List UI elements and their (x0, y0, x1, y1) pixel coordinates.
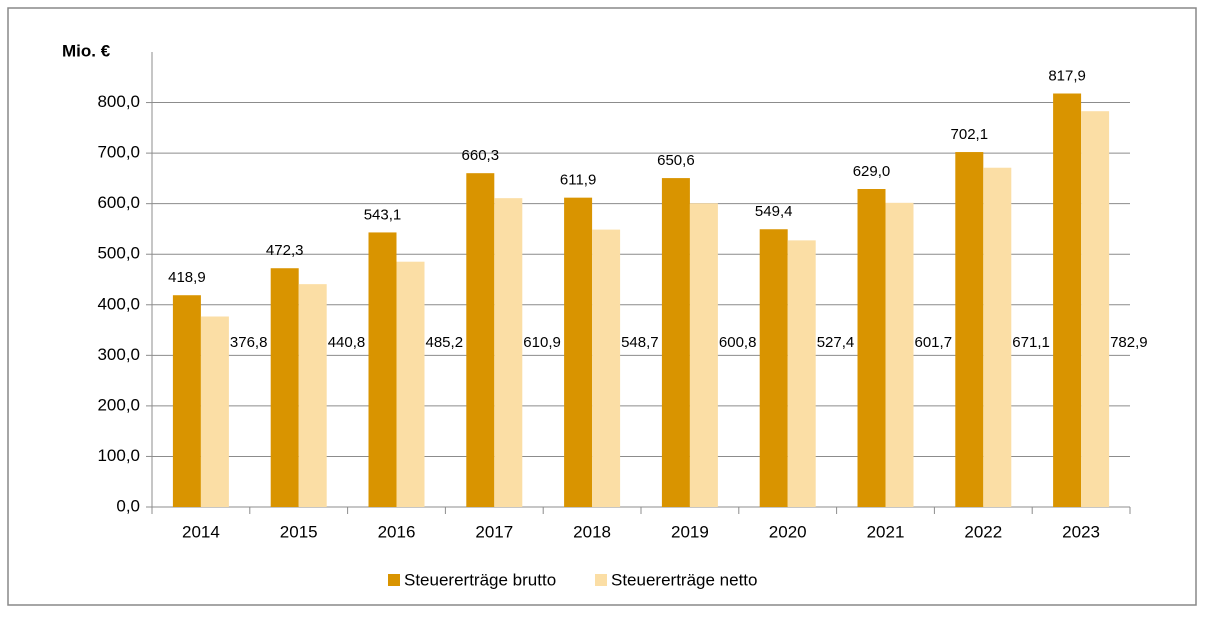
bar (466, 173, 495, 507)
bar (885, 202, 914, 507)
bar (787, 240, 816, 507)
value-label: 702,1 (951, 126, 989, 143)
bar (200, 316, 229, 507)
bar (661, 178, 690, 507)
value-label: 629,0 (853, 163, 891, 180)
value-label: 440,8 (328, 334, 366, 351)
bar (592, 229, 621, 507)
y-axis-label: Mio. € (62, 41, 111, 60)
value-label: 527,4 (817, 334, 855, 351)
x-tick-label: 2021 (867, 522, 905, 541)
x-tick-label: 2014 (182, 522, 220, 541)
value-label: 549,4 (755, 203, 793, 220)
value-label: 543,1 (364, 206, 402, 223)
bar (396, 261, 425, 507)
bar (298, 284, 327, 507)
bar (759, 229, 788, 507)
legend-label: Steuererträge netto (611, 570, 757, 589)
y-tick-label: 600,0 (97, 193, 140, 212)
x-tick-label: 2022 (964, 522, 1002, 541)
bar (368, 232, 397, 507)
bar (689, 203, 718, 508)
bar (857, 189, 886, 507)
bar (270, 268, 299, 507)
y-tick-label: 400,0 (97, 294, 140, 313)
bar (172, 295, 201, 507)
x-tick-label: 2015 (280, 522, 318, 541)
bar (564, 197, 593, 507)
x-tick-label: 2020 (769, 522, 807, 541)
value-label: 472,3 (266, 242, 304, 259)
y-tick-label: 0,0 (116, 496, 140, 515)
x-tick-label: 2023 (1062, 522, 1100, 541)
bar (955, 152, 984, 507)
x-tick-label: 2018 (573, 522, 611, 541)
x-tick-label: 2019 (671, 522, 709, 541)
y-tick-label: 100,0 (97, 446, 140, 465)
y-tick-label: 800,0 (97, 92, 140, 111)
legend-label: Steuererträge brutto (404, 570, 556, 589)
bar (1081, 111, 1110, 507)
y-tick-label: 200,0 (97, 395, 140, 414)
value-label: 660,3 (462, 147, 500, 164)
bar (1053, 93, 1082, 508)
bar (494, 198, 523, 507)
value-label: 600,8 (719, 334, 757, 351)
x-tick-label: 2017 (475, 522, 513, 541)
value-label: 782,9 (1110, 334, 1148, 351)
value-label: 817,9 (1048, 67, 1086, 84)
y-tick-label: 300,0 (97, 345, 140, 364)
legend-swatch (388, 574, 400, 586)
value-label: 611,9 (560, 172, 596, 189)
value-label: 650,6 (657, 152, 695, 169)
value-label: 671,1 (1012, 334, 1050, 351)
x-tick-label: 2016 (378, 522, 416, 541)
value-label: 376,8 (230, 334, 268, 351)
value-label: 601,7 (915, 334, 953, 351)
value-label: 548,7 (621, 334, 659, 351)
value-label: 418,9 (168, 269, 206, 286)
y-tick-label: 500,0 (97, 244, 140, 263)
bar (983, 167, 1012, 507)
legend-swatch (595, 574, 607, 586)
value-label: 610,9 (523, 334, 561, 351)
value-label: 485,2 (426, 334, 464, 351)
y-tick-label: 700,0 (97, 143, 140, 162)
